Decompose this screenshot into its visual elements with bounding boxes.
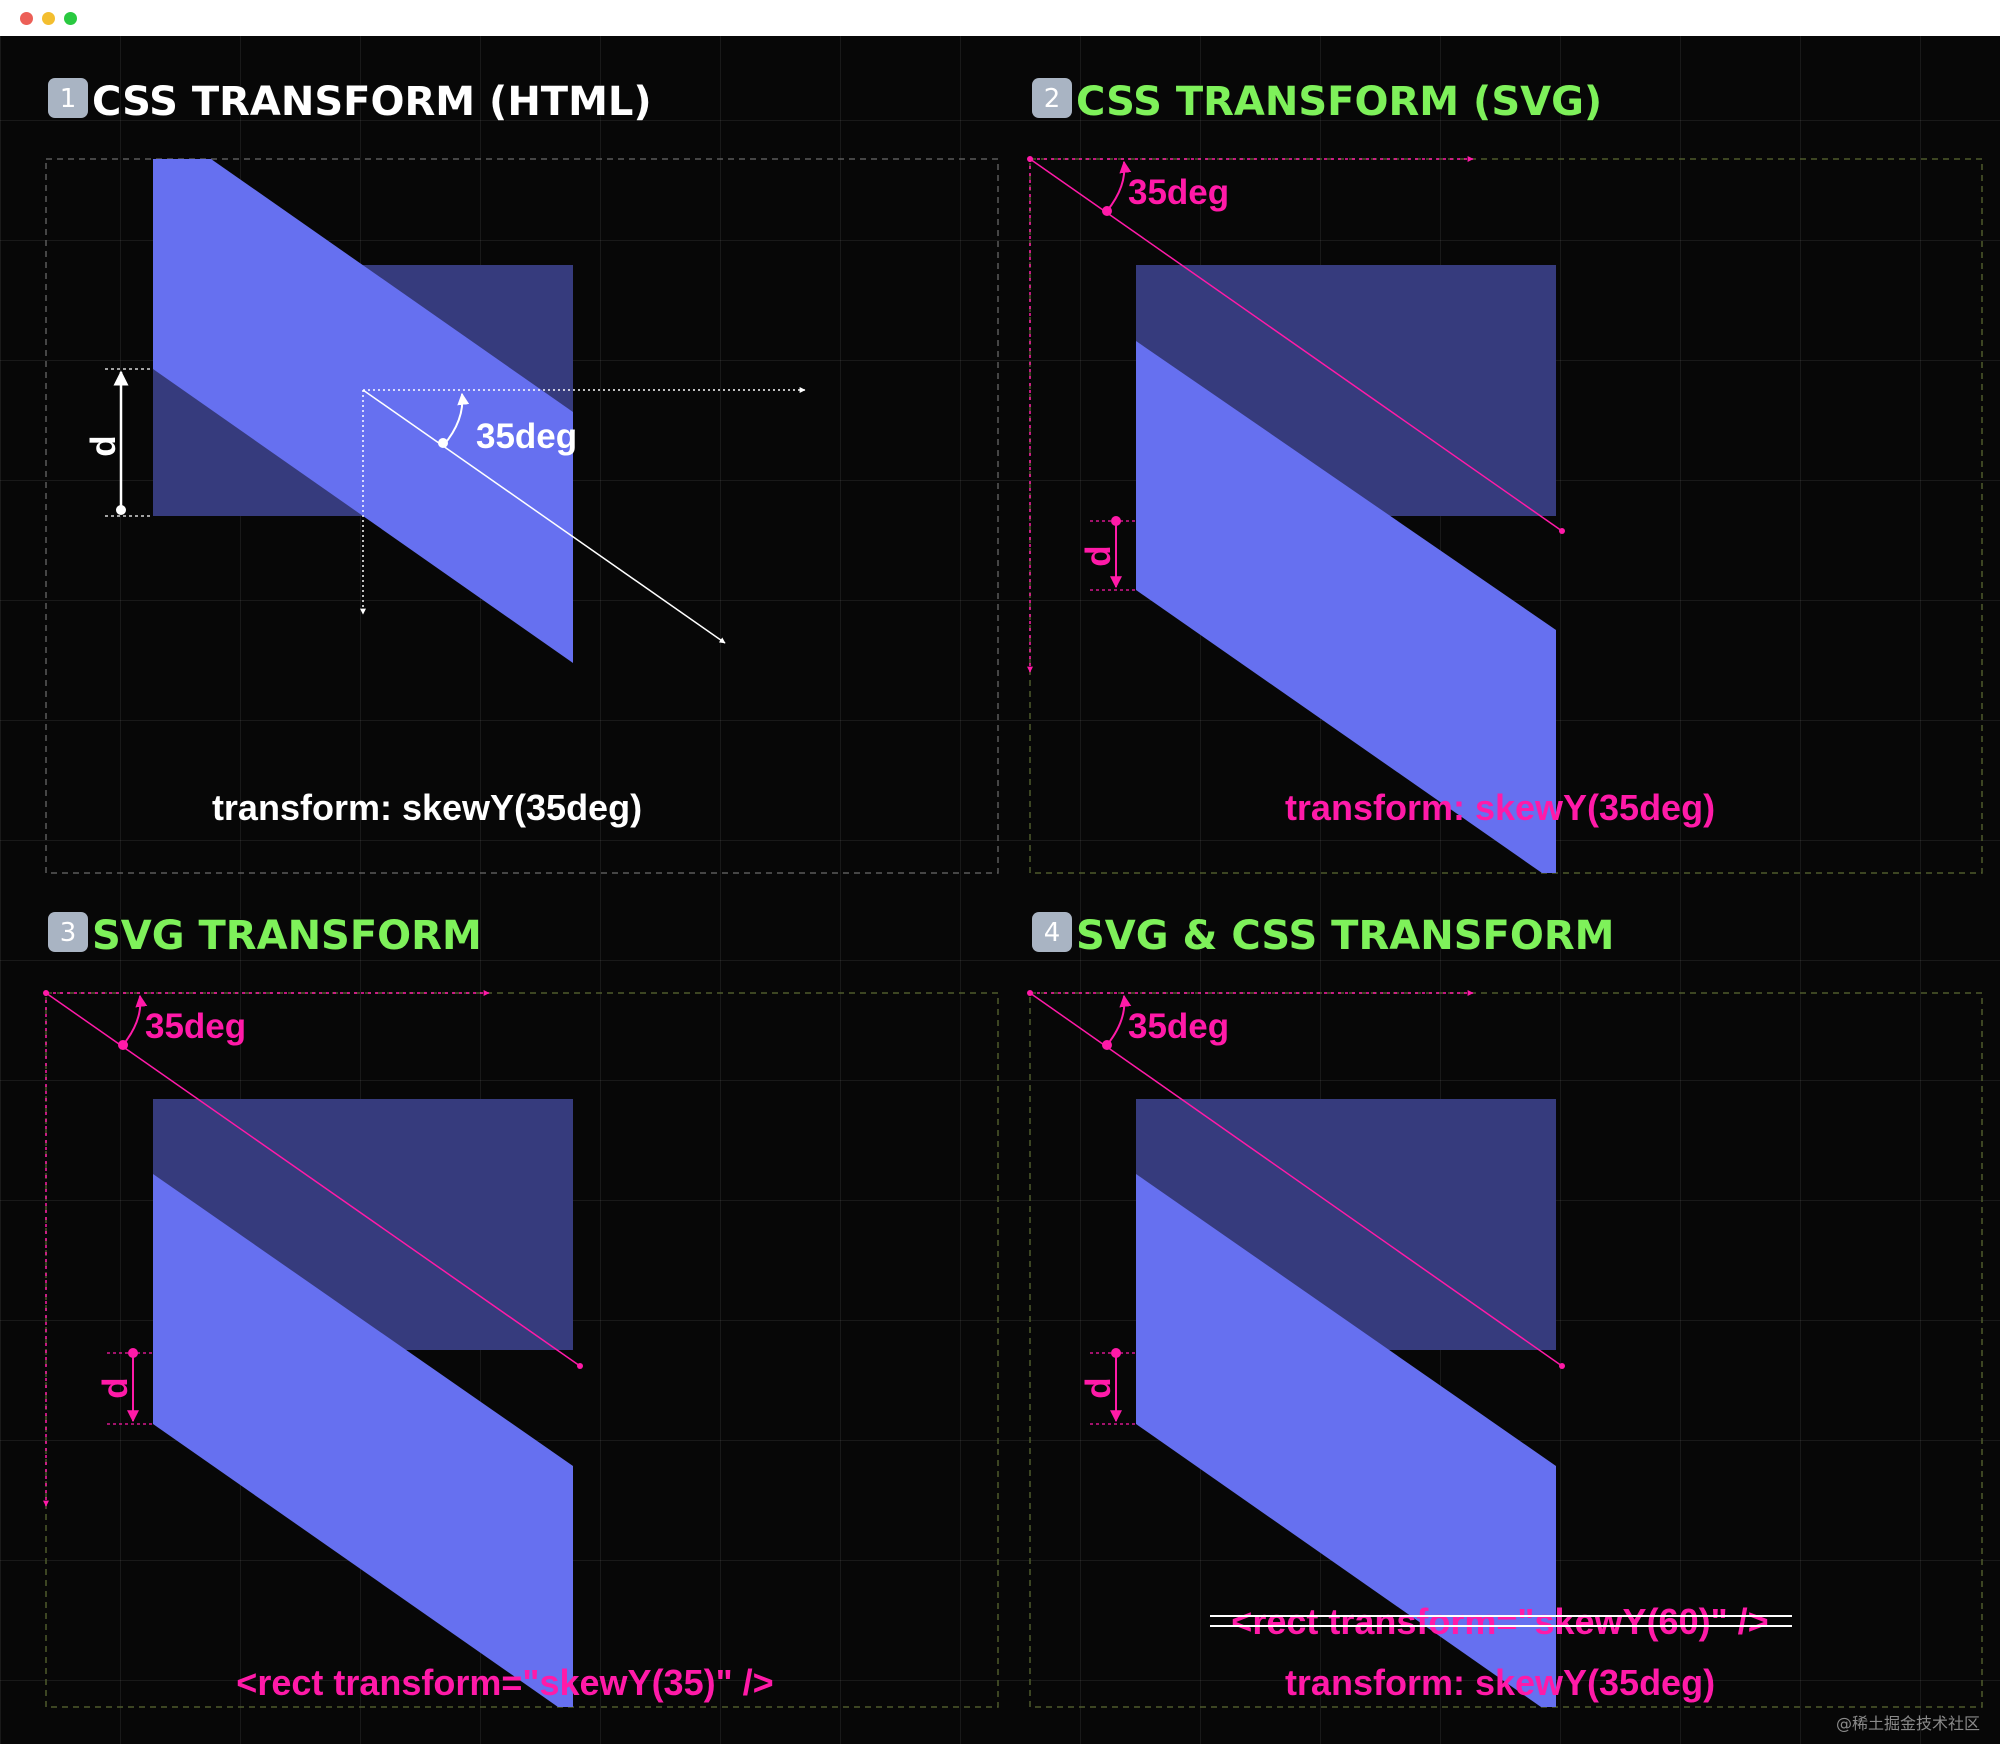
- panel-4-badge-number: 4: [1044, 918, 1061, 948]
- panel-3-origin-dot: [43, 990, 49, 996]
- panel-2-angle-arc: [1106, 160, 1132, 212]
- panel-1-angle-label: 35deg: [476, 417, 577, 456]
- panel-2: 2 CSS TRANSFORM (SVG) 35deg d transform:…: [1027, 78, 1983, 874]
- panel-3-skew-line: [45, 992, 581, 1367]
- panel-3: 3 SVG TRANSFORM 35deg d <rect transform=…: [43, 912, 999, 1708]
- panel-2-code-line: transform: skewY(35deg): [1285, 787, 1715, 828]
- panel-4-code-line: transform: skewY(35deg): [1285, 1662, 1715, 1703]
- panel-2-origin-dot: [1027, 156, 1033, 162]
- panel-4-struck-code-line: <rect transform="skewY(60)" />: [1231, 1601, 1768, 1642]
- panel-3-d-dot: [128, 1348, 138, 1358]
- panel-2-angle-label: 35deg: [1128, 173, 1229, 212]
- panel-2-badge-number: 2: [1044, 84, 1061, 114]
- panel-3-code-line: <rect transform="skewY(35)" />: [236, 1662, 773, 1703]
- close-window-button[interactable]: [20, 12, 33, 25]
- panel-1-badge: 1: [48, 78, 88, 118]
- panel-4-skew-end-dot: [1559, 1363, 1565, 1369]
- panel-3-title: SVG TRANSFORM: [92, 913, 482, 959]
- panel-3-angle-label: 35deg: [145, 1007, 246, 1046]
- panel-4-title: SVG & CSS TRANSFORM: [1076, 913, 1614, 959]
- panel-1-title: CSS TRANSFORM (HTML): [92, 79, 652, 125]
- panel-3-angle-dot: [118, 1040, 128, 1050]
- panel-4-d-label: d: [1079, 1377, 1118, 1398]
- panel-1-badge-number: 1: [60, 84, 77, 114]
- panel-2-skew-end-dot: [1559, 528, 1565, 534]
- watermark: @稀土掘金技术社区: [1835, 1714, 1980, 1733]
- panel-2-d-label: d: [1079, 545, 1118, 566]
- panel-4-angle-label: 35deg: [1128, 1007, 1229, 1046]
- panel-4-angle-arc: [1106, 994, 1132, 1046]
- panel-3-skew-end-dot: [577, 1363, 583, 1369]
- panel-2-badge: 2: [1032, 78, 1072, 118]
- panel-1-skew-line: [362, 389, 726, 644]
- panel-3-d-label: d: [96, 1377, 135, 1398]
- panel-1-code-line: transform: skewY(35deg): [212, 787, 642, 828]
- panel-1-frame: [45, 158, 999, 874]
- window-titlebar: [0, 0, 2000, 36]
- panel-4-origin-dot: [1027, 990, 1033, 996]
- panel-4: 4 SVG & CSS TRANSFORM 35deg d <rect tran…: [1027, 912, 1983, 1708]
- panel-4-angle-dot: [1102, 1040, 1112, 1050]
- panel-2-angle-dot: [1102, 206, 1112, 216]
- maximize-window-button[interactable]: [64, 12, 77, 25]
- panel-2-skew-line: [1029, 158, 1563, 532]
- panel-1-d-label: d: [84, 435, 123, 456]
- panel-1: 1 CSS TRANSFORM (HTML) 35deg d transform…: [45, 78, 999, 874]
- panel-2-d-dot: [1111, 516, 1121, 526]
- panel-4-frame: [1029, 992, 1983, 1708]
- panel-4-skewed-rect: [1136, 1174, 1556, 1707]
- panel-2-title: CSS TRANSFORM (SVG): [1076, 79, 1602, 125]
- panel-4-skew-line: [1029, 992, 1563, 1367]
- panel-1-angle-dot: [438, 438, 448, 448]
- panel-3-badge: 3: [48, 912, 88, 952]
- panel-4-badge: 4: [1032, 912, 1072, 952]
- panel-1-d-dot: [116, 505, 126, 515]
- panel-3-skewed-rect: [153, 1174, 573, 1707]
- panel-3-badge-number: 3: [60, 918, 77, 948]
- panel-2-skewed-rect: [1136, 341, 1556, 873]
- panel-3-angle-arc: [122, 994, 148, 1046]
- panel-4-d-dot: [1111, 1348, 1121, 1358]
- minimize-window-button[interactable]: [42, 12, 55, 25]
